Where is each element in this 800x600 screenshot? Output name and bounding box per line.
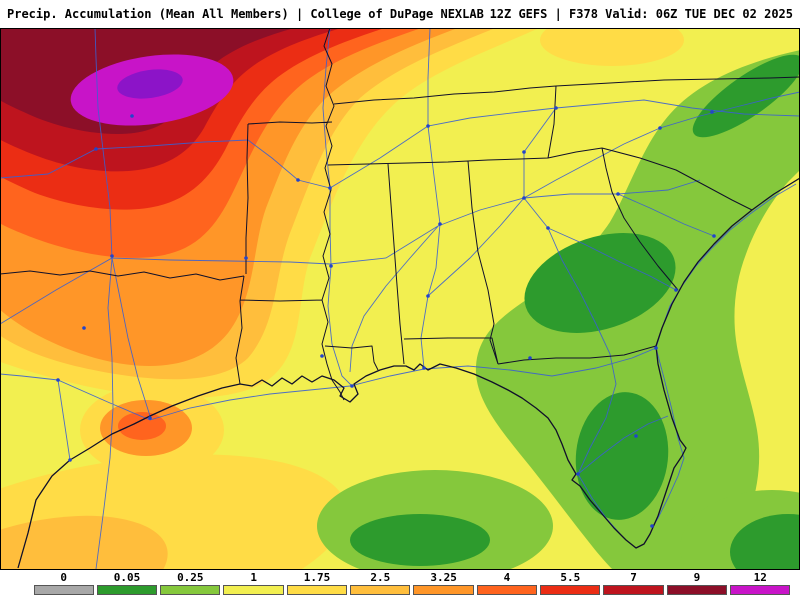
- band-dark-green-central-florida: [575, 392, 669, 520]
- colorbar-color-cell: [350, 585, 411, 595]
- colorbar-label: 2.5: [370, 571, 391, 584]
- colorbar-color-cell: [730, 585, 791, 595]
- gulf-atlantic-coastline: [17, 177, 800, 569]
- colorbar-segment-4: 4: [475, 571, 538, 598]
- colorbar-label: 0.05: [113, 571, 141, 584]
- colorbar-color-cell: [476, 585, 538, 595]
- band-gold-appalachia: [540, 28, 684, 66]
- colorbar-color-cell: [603, 585, 664, 595]
- colorbar-color-cell: [540, 585, 601, 595]
- map-area[interactable]: [0, 28, 800, 570]
- band-purple-core: [117, 69, 183, 99]
- colorbar-segment-0.25: 0.25: [159, 571, 222, 598]
- colorbar-label: 7: [630, 571, 637, 584]
- band-dark-green-northeast: [692, 54, 800, 138]
- city-dots: [56, 106, 716, 528]
- colorbar-label: 1.75: [303, 571, 331, 584]
- colorbar-segment-7: 7: [602, 571, 665, 598]
- colorbar-label: 0.25: [177, 571, 204, 584]
- colorbar-segment-9: 9: [665, 571, 728, 598]
- model-run-info: 12Z GEFS | F378 Valid: 06Z TUE DEC 02 20…: [489, 7, 793, 21]
- band-orange-south-texas: [0, 515, 168, 570]
- product-title: Precip. Accumulation (Mean All Members) …: [7, 7, 484, 21]
- colorbar-segment-3.25: 3.25: [412, 571, 475, 598]
- coastline: [17, 177, 800, 569]
- colorbar-color-cell: [160, 585, 221, 595]
- colorbar-label: 9: [693, 571, 701, 584]
- state-border-lines: [0, 28, 800, 401]
- colorbar-segment-1.75: 1.75: [285, 571, 348, 598]
- colorbar-color-cell: [96, 585, 158, 595]
- colorbar: 0 0.05 0.25 1 1.75 2.5 3.25 4 5.5 7 9 12: [32, 571, 792, 598]
- colorbar-segment-1: 1: [222, 571, 285, 598]
- colorbar-label: 3.25: [430, 571, 457, 584]
- colorbar-color-cell: [286, 585, 348, 595]
- colorbar-color-cell: [223, 585, 284, 595]
- precip-fill-bands: [0, 28, 800, 570]
- colorbar-color-cell: [413, 585, 474, 595]
- colorbar-label: 1: [250, 571, 257, 584]
- title-bar: Precip. Accumulation (Mean All Members) …: [0, 0, 800, 28]
- colorbar-segment-5.5: 5.5: [539, 571, 602, 598]
- colorbar-label: 0: [60, 571, 67, 584]
- band-dark-green-bottom-right: [730, 514, 800, 570]
- colorbar-segment-0.05: 0.05: [95, 571, 158, 598]
- band-dark-green-south-georgia: [524, 233, 676, 333]
- colorbar-label: 4: [503, 571, 511, 584]
- colorbar-color-cell: [666, 585, 728, 595]
- colorbar-scale: 0 0.05 0.25 1 1.75 2.5 3.25 4 5.5 7 9 12: [32, 571, 792, 598]
- colorbar-label: 12: [753, 571, 767, 584]
- colorbar-segment-2.5: 2.5: [349, 571, 412, 598]
- colorbar-color-cell: [33, 585, 94, 595]
- state-borders: [0, 28, 800, 401]
- colorbar-label: 5.5: [560, 571, 581, 584]
- colorbar-segment-12: 12: [729, 571, 792, 598]
- band-dark-green-gulf: [350, 514, 490, 566]
- colorbar-segment-0: 0: [32, 571, 95, 598]
